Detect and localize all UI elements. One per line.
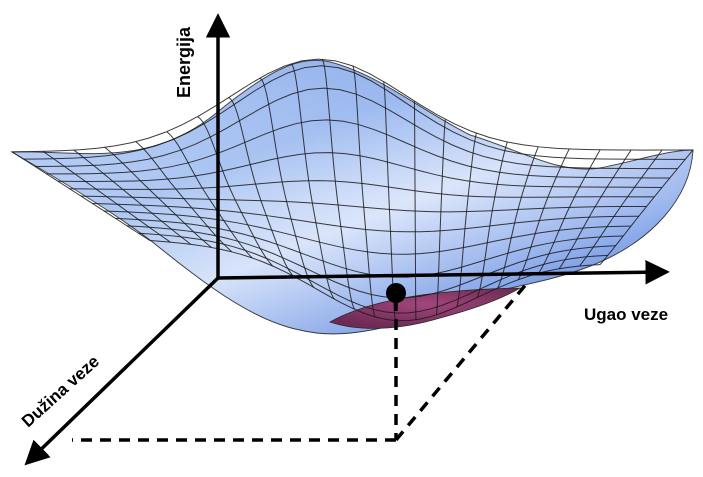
projection-to-angle xyxy=(394,280,530,442)
surface-shade xyxy=(12,60,693,334)
minimum-basin xyxy=(329,287,522,329)
mesh-line-v xyxy=(103,210,632,255)
energy-axis-label: Energija xyxy=(174,26,194,98)
mesh-line-v xyxy=(46,119,670,179)
mesh-line-v xyxy=(34,87,678,170)
mesh-line-v xyxy=(23,65,686,160)
mesh-line-v xyxy=(80,195,647,213)
mesh-line-v xyxy=(149,240,601,322)
angle-axis-label: Ugao veze xyxy=(584,305,668,324)
length-axis-label: Dužina veze xyxy=(18,352,103,431)
energy-surface xyxy=(10,58,694,335)
mesh-line-v xyxy=(126,225,616,299)
mesh-line-v xyxy=(69,180,655,198)
length-axis xyxy=(24,276,220,466)
mesh-line-v xyxy=(57,152,663,188)
mesh-line-v xyxy=(92,203,639,233)
minimum-projection xyxy=(72,280,530,442)
mesh-line-v xyxy=(11,58,694,153)
surface-mesh-lines xyxy=(11,58,694,322)
angle-axis xyxy=(217,260,670,285)
axes xyxy=(24,13,670,466)
energy-minimum-point xyxy=(386,283,406,303)
